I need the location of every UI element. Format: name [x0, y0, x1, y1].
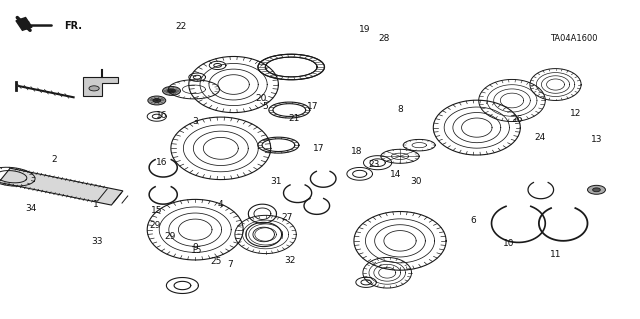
Text: 33: 33: [92, 237, 103, 246]
Text: 31: 31: [271, 177, 282, 186]
Text: 21: 21: [289, 115, 300, 123]
Polygon shape: [0, 168, 123, 205]
Text: 10: 10: [503, 239, 515, 248]
Polygon shape: [83, 77, 118, 96]
Circle shape: [148, 96, 166, 105]
Text: 34: 34: [25, 204, 36, 213]
Text: 7: 7: [228, 260, 233, 269]
Text: 29: 29: [164, 232, 175, 241]
Text: TA04A1600: TA04A1600: [550, 34, 598, 43]
Text: 25: 25: [211, 257, 222, 266]
Text: 17: 17: [307, 102, 318, 111]
Circle shape: [89, 86, 99, 91]
Text: 13: 13: [591, 135, 602, 144]
Text: 4: 4: [218, 200, 223, 209]
Text: 27: 27: [281, 213, 292, 222]
Text: 29: 29: [149, 221, 161, 230]
Text: 15: 15: [191, 246, 203, 255]
Text: 17: 17: [313, 144, 324, 153]
Text: 8: 8: [397, 105, 403, 114]
Text: 9: 9: [193, 243, 198, 252]
Circle shape: [593, 188, 600, 192]
Text: 18: 18: [351, 147, 363, 156]
Text: 16: 16: [156, 158, 167, 167]
Text: 6: 6: [471, 216, 476, 225]
Text: 19: 19: [359, 25, 371, 34]
Text: 14: 14: [390, 170, 401, 179]
Text: 24: 24: [534, 133, 545, 142]
Circle shape: [163, 86, 180, 95]
Text: 22: 22: [175, 22, 187, 31]
Text: 5: 5: [263, 102, 268, 111]
Text: 3: 3: [193, 117, 198, 126]
Text: 26: 26: [511, 115, 523, 124]
Circle shape: [153, 99, 161, 102]
Circle shape: [588, 185, 605, 194]
Polygon shape: [16, 18, 32, 30]
Circle shape: [168, 89, 175, 93]
Text: FR.: FR.: [64, 20, 82, 31]
Text: 1: 1: [93, 200, 99, 209]
Text: 32: 32: [284, 256, 296, 265]
Text: 11: 11: [550, 250, 561, 259]
Text: 12: 12: [570, 109, 582, 118]
Text: 15: 15: [151, 206, 163, 215]
Text: 28: 28: [378, 34, 390, 43]
Text: 30: 30: [410, 177, 422, 186]
Text: 20: 20: [255, 94, 267, 103]
Text: 2: 2: [52, 155, 57, 164]
Text: 23: 23: [369, 160, 380, 169]
Text: 16: 16: [156, 111, 167, 120]
